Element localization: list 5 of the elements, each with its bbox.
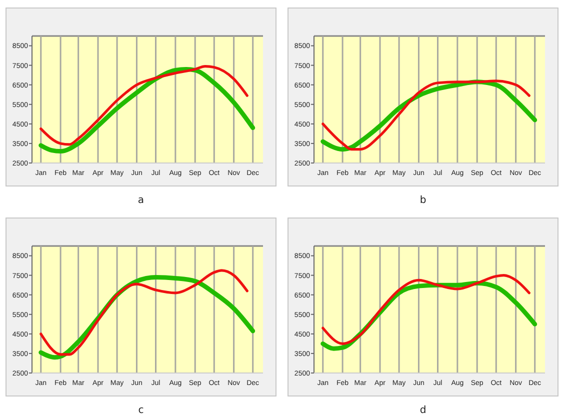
text: c — [138, 405, 144, 416]
line-series — [322, 274, 530, 345]
text: a — [138, 195, 144, 206]
text: b — [420, 195, 426, 206]
text: d — [420, 405, 426, 416]
